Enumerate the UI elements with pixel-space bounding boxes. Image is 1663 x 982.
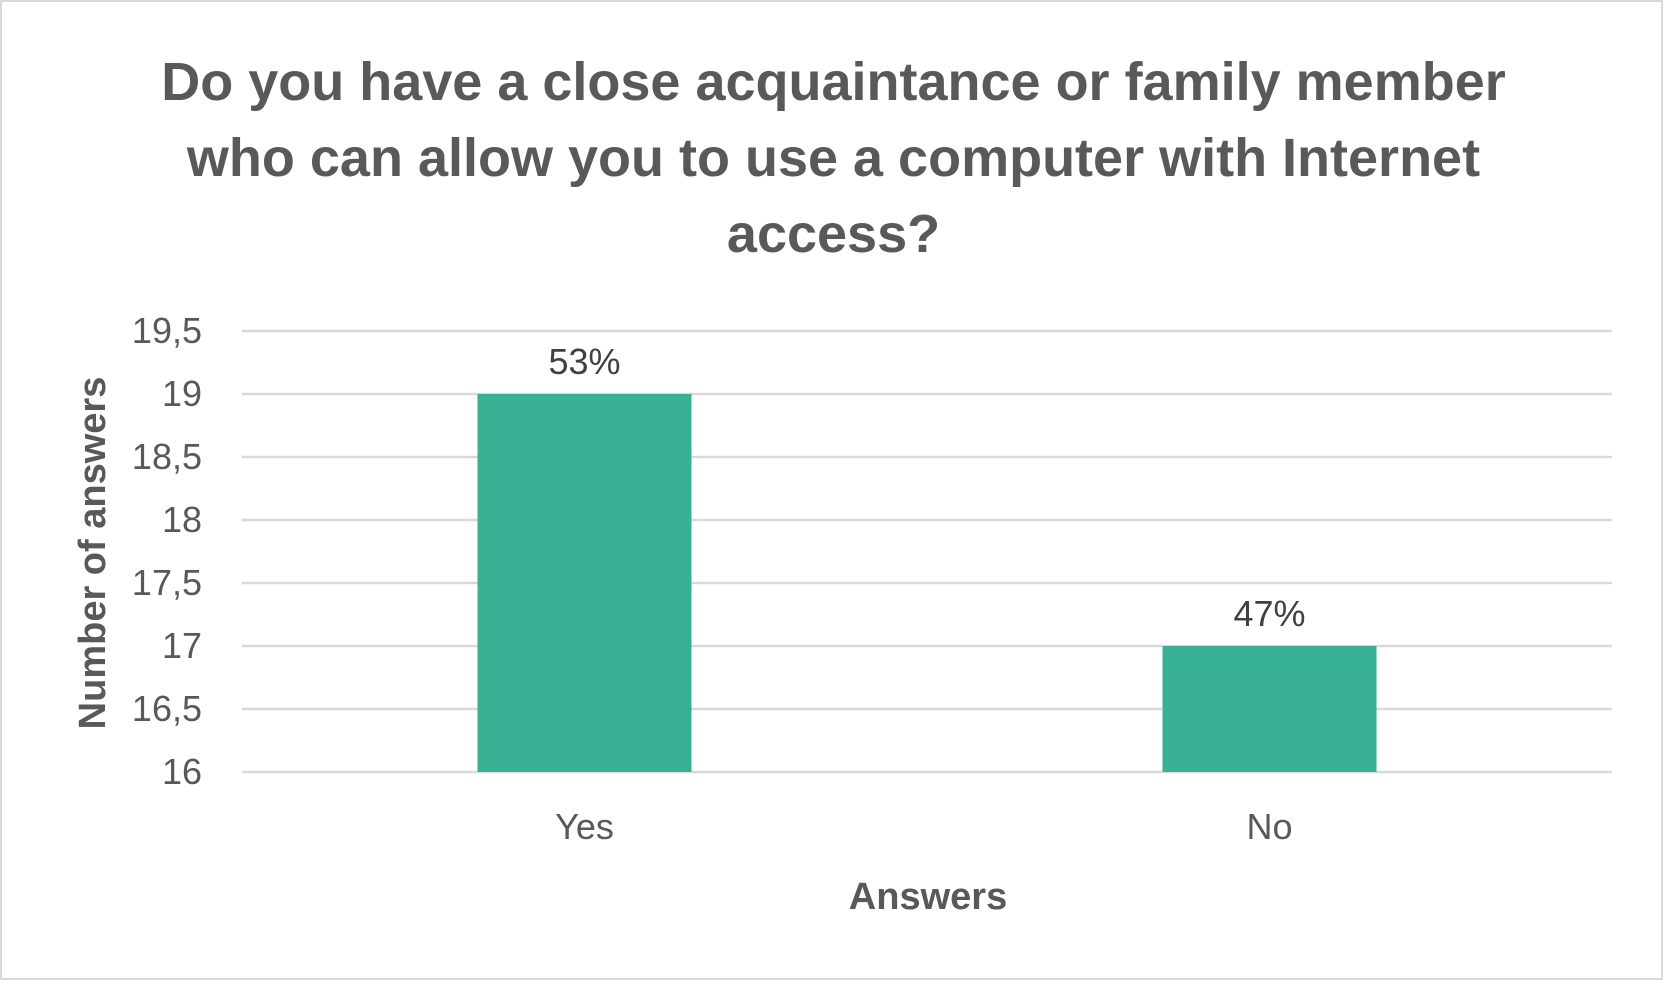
y-tick-label: 17 bbox=[162, 625, 202, 666]
y-tick-label: 19 bbox=[162, 373, 202, 414]
y-tick-label: 18,5 bbox=[132, 436, 202, 477]
y-tick-label: 16,5 bbox=[132, 688, 202, 729]
bars bbox=[477, 394, 1377, 772]
gridlines bbox=[242, 329, 1612, 774]
y-tick-label: 18 bbox=[162, 499, 202, 540]
chart-title: Do you have a close acquaintance or fami… bbox=[161, 52, 1506, 264]
y-axis-title: Number of answers bbox=[72, 377, 114, 730]
bar-no bbox=[1162, 646, 1377, 772]
data-label-no: 47% bbox=[1233, 593, 1305, 634]
x-tick-label-yes: Yes bbox=[555, 806, 614, 847]
y-tick-label: 19,5 bbox=[132, 310, 202, 351]
data-label-yes: 53% bbox=[548, 341, 620, 382]
bar-yes bbox=[477, 394, 692, 772]
x-axis-ticks: Yes No bbox=[555, 806, 1292, 847]
y-tick-label: 17,5 bbox=[132, 562, 202, 603]
y-axis-ticks: 16 16,5 17 17,5 18 18,5 19 19,5 bbox=[132, 310, 202, 792]
x-axis-title: Answers bbox=[849, 876, 1007, 918]
x-tick-label-no: No bbox=[1246, 806, 1292, 847]
data-labels: 53% 47% bbox=[548, 341, 1305, 634]
y-tick-label: 16 bbox=[162, 751, 202, 792]
